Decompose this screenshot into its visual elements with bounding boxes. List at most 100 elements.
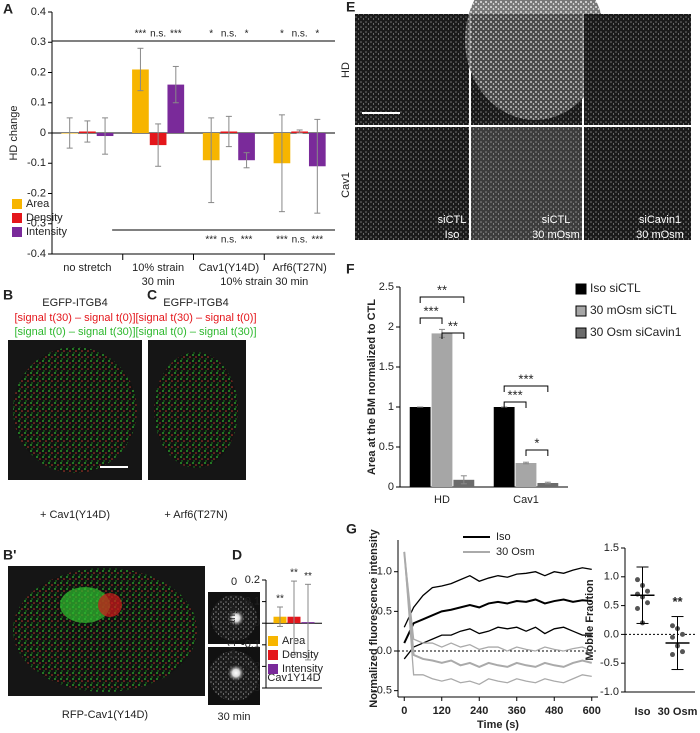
legend-swatch [575,327,587,339]
bracket [419,296,465,303]
image-caption: RFP-Cav1(Y14D) [62,709,148,721]
y-tick-label: 0.2 [31,66,46,78]
legend-swatch [268,650,278,660]
y-tick-label: 0.4 [31,6,46,18]
time-label: 30 min [217,711,250,723]
legend-label: Iso [496,531,511,543]
bracket [503,401,527,408]
legend-swatch [12,227,22,237]
point [680,649,685,655]
legend-swatch [12,199,22,209]
y-axis-label: Normalized fluorescence intensity [368,528,380,707]
cluster [98,593,122,617]
y-tick-label: -0.1 [241,639,260,651]
row-label: HD [340,62,352,78]
y-axis-label: Area at the BM normalized to CTL [366,299,378,475]
bracket [525,449,549,456]
cluster [227,609,245,627]
y-tick-label: 2 [388,321,394,333]
legend-swatch [12,213,22,223]
bound-line [403,551,592,686]
y-tick-label: 0.1 [245,596,260,608]
bar [431,333,453,487]
legend-label: Intensity [26,226,67,238]
point [680,631,685,637]
y-tick-label: 1 [388,401,394,413]
micrograph [584,14,691,125]
cell [154,352,238,468]
x-tick-label: Cav1(Y14D) [199,262,260,274]
significance: * [315,29,319,40]
significance: *** [135,29,147,40]
legend-swatch [575,283,587,295]
legend-label: Intensity [282,663,323,675]
bar [493,407,515,487]
y-axis-label: HD change [8,105,20,160]
y-axis-label: Mobile Fraction [584,579,596,661]
point [635,605,640,611]
panel-label: G [346,521,357,537]
image-title: EGFP-ITGB4 [42,297,107,309]
y-tick-label: -0.4 [27,248,46,260]
panel-label: C [147,287,157,303]
panel-label: D [232,547,242,563]
significance: n.s. [221,235,237,246]
micrograph [584,127,691,240]
legend-label: 30 mOsm siCTL [590,303,677,317]
y-tick-label: -0.5 [600,657,619,669]
x-tick-label: 0 [401,705,407,717]
significance: n.s. [150,29,166,40]
image-subtitle: [signal t(0) – signal t(30)] [14,326,135,338]
significance: ** [276,594,284,605]
x-tick-label: Cav1 [513,494,539,506]
bracket [419,317,443,324]
panel-label: A [3,1,13,17]
cell [13,568,197,692]
condition-label: siCTL [438,214,467,226]
significance: n.s. [221,29,237,40]
significance: *** [507,387,522,402]
panel-label: F [346,261,355,277]
bound-line [403,626,592,660]
y-tick-label: 0.1 [31,97,46,109]
x-tick-label: 30 min [142,276,175,288]
bracket [441,332,465,339]
y-tick-label: -0.3 [27,218,46,230]
y-tick-label: 1.5 [604,542,619,554]
micrograph [471,127,582,240]
y-tick-label: 1.0 [377,566,392,578]
group-label: 10% strain 30 min [220,276,308,288]
x-tick-label: HD [434,494,450,506]
point [670,634,675,640]
cluster [227,664,245,682]
bar [537,483,559,487]
point [670,623,675,629]
significance: ** [304,571,312,582]
y-tick-label: 1.5 [379,361,394,373]
x-tick-label: 240 [470,705,488,717]
x-axis-label: Time (s) [477,719,519,731]
image-subtitle: [signal t(30) – signal t(0)] [14,312,135,324]
y-tick-label: 0 [388,481,394,493]
x-tick-label: Iso [635,706,651,718]
significance: * [209,29,213,40]
y-tick-label: -0.3 [241,682,260,694]
legend-swatch [268,636,278,646]
significance: *** [205,235,217,246]
y-tick-label: -1.0 [600,686,619,698]
significance: ** [448,318,458,333]
bracket [503,385,549,392]
cluster [60,587,110,623]
significance: * [280,29,284,40]
y-tick-label: 0.0 [377,645,392,657]
y-tick-label: 1.0 [604,571,619,583]
row-label: Cav1 [340,172,352,198]
y-tick-label: 0 [40,127,46,139]
y-tick-label: 0.3 [31,36,46,48]
micrograph [355,14,469,125]
y-tick-label: -0.1 [27,157,46,169]
significance: *** [518,371,533,386]
y-tick-label: 0 [254,617,260,629]
significance: n.s. [292,29,308,40]
